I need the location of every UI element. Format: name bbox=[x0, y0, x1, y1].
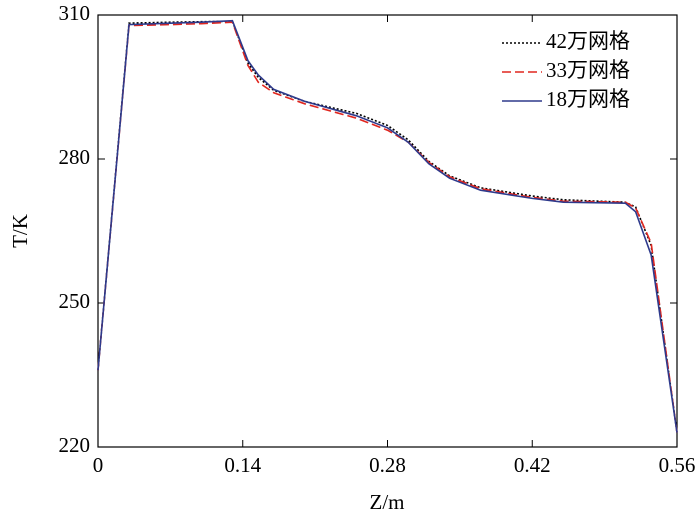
data-line bbox=[97, 21, 678, 433]
x-axis-label: Z/m bbox=[370, 490, 405, 514]
x-tick-label: 0.42 bbox=[514, 453, 551, 477]
y-tick-label: 280 bbox=[59, 145, 91, 169]
x-tick-label: 0 bbox=[93, 453, 104, 477]
data-line bbox=[97, 19, 678, 433]
x-tick-label: 0.28 bbox=[369, 453, 406, 477]
y-tick-label: 220 bbox=[59, 433, 91, 457]
x-tick-label: 0.14 bbox=[224, 453, 261, 477]
x-tick-label: 0.56 bbox=[659, 453, 696, 477]
data-line bbox=[97, 20, 678, 433]
legend-label: 33万网格 bbox=[546, 58, 630, 82]
legend-label: 42万网格 bbox=[546, 29, 630, 53]
y-tick-label: 250 bbox=[59, 289, 91, 313]
y-axis-label: T/K bbox=[8, 214, 32, 248]
y-tick-label: 310 bbox=[59, 1, 91, 25]
legend-label: 18万网格 bbox=[546, 87, 630, 111]
